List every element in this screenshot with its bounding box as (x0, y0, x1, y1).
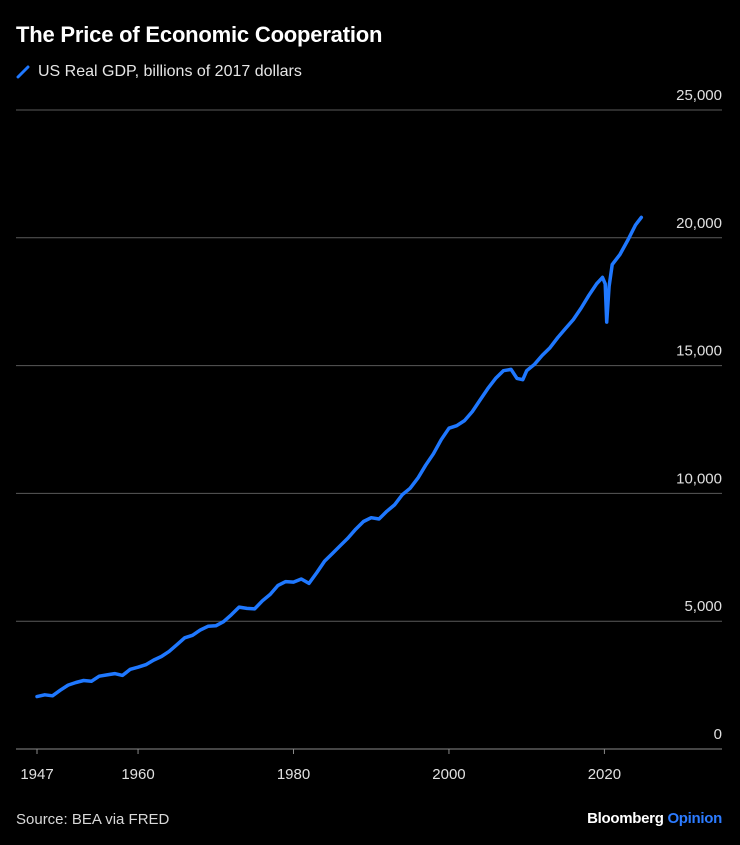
series-line-real-gdp (35, 215, 644, 699)
y-tick-label: 20,000 (676, 215, 722, 232)
y-tick-label: 0 (714, 726, 722, 743)
x-tick-label: 1947 (20, 766, 53, 783)
y-tick-label: 15,000 (676, 343, 722, 360)
legend: US Real GDP, billions of 2017 dollars (16, 63, 302, 81)
legend-label: US Real GDP, billions of 2017 dollars (38, 63, 302, 80)
source-note: Source: BEA via FRED (16, 811, 170, 828)
x-tick-label: 1980 (277, 766, 310, 783)
x-tick-label: 1960 (121, 766, 154, 783)
brand-suffix: Opinion (667, 810, 722, 827)
legend-line-swatch-icon (16, 65, 30, 79)
x-tick-label: 2020 (588, 766, 621, 783)
y-tick-label: 25,000 (676, 87, 722, 104)
x-tick-label: 2000 (432, 766, 465, 783)
brand-logo: Bloomberg Opinion (587, 810, 722, 827)
chart-title: The Price of Economic Cooperation (16, 22, 383, 47)
y-tick-label: 5,000 (684, 598, 722, 615)
brand-name: Bloomberg (587, 810, 664, 827)
y-tick-label: 10,000 (676, 470, 722, 487)
